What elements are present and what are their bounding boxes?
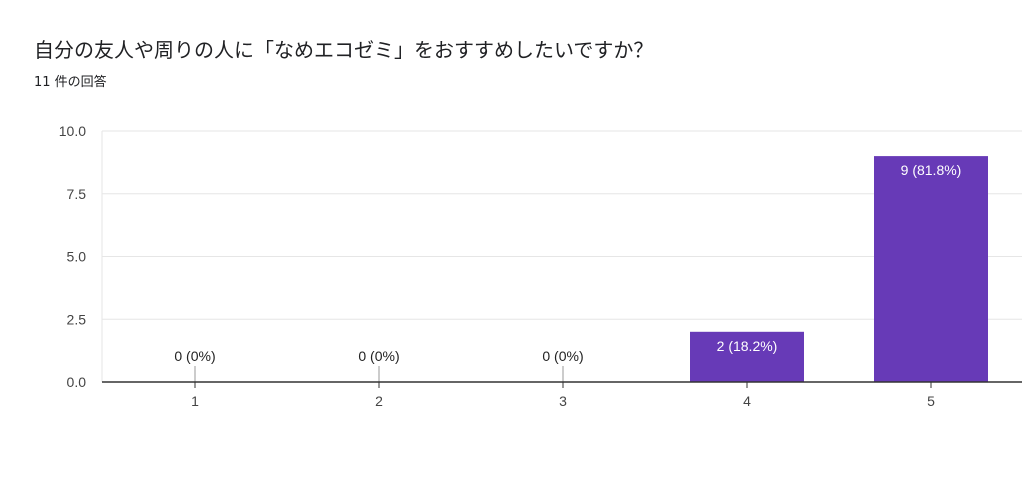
bar <box>874 156 988 382</box>
x-tick-label: 4 <box>743 393 751 409</box>
gridlines <box>102 130 1022 320</box>
y-tick-label: 7.5 <box>67 186 87 202</box>
data-label: 0 (0%) <box>174 348 215 364</box>
data-label: 9 (81.8%) <box>901 162 962 178</box>
data-label: 0 (0%) <box>542 348 583 364</box>
question-title: 自分の友人や周りの人に「なめエコゼミ」をおすすめしたいですか？ <box>34 38 654 62</box>
response-count: 11 件の回答 <box>34 75 107 90</box>
x-tick-label: 5 <box>927 393 935 409</box>
y-tick-label: 2.5 <box>67 311 87 327</box>
x-tick-label: 3 <box>559 393 567 409</box>
x-tick-label: 2 <box>375 393 383 409</box>
y-tick-label: 10.0 <box>59 123 86 139</box>
axes: 0.0 2.5 5.0 7.5 10.0 1 2 3 4 5 <box>59 123 1022 409</box>
data-labels: 0 (0%) 0 (0%) 0 (0%) 2 (18.2%) 9 (81.8%) <box>174 162 961 364</box>
data-label: 0 (0%) <box>358 348 399 364</box>
y-tick-label: 5.0 <box>67 249 87 265</box>
x-tick-label: 1 <box>191 393 199 409</box>
data-label: 2 (18.2%) <box>717 338 778 354</box>
y-tick-label: 0.0 <box>67 374 87 390</box>
bars <box>690 156 988 382</box>
bar <box>690 331 804 382</box>
